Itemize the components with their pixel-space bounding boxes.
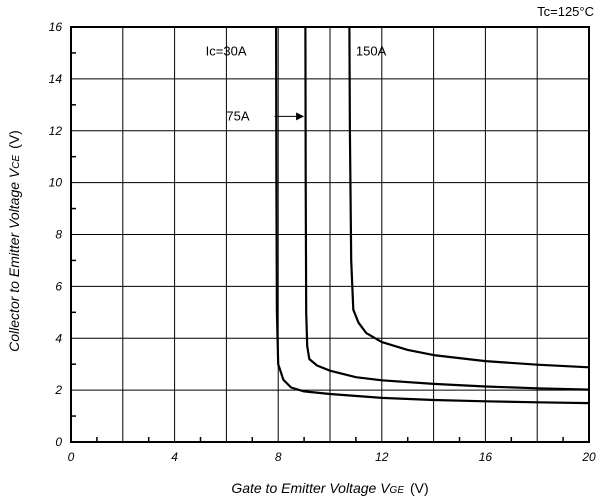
- y-axis-title: Collector to Emitter Voltage VCE(V): [6, 130, 22, 352]
- series-line-1: [304, 26, 590, 391]
- series-line-2: [348, 26, 590, 369]
- y-tick-label: 2: [54, 383, 62, 397]
- y-tick-label: 10: [49, 176, 63, 190]
- x-tick-label: 12: [375, 450, 389, 464]
- y-tick-label: 8: [55, 228, 62, 242]
- curves: [275, 26, 590, 405]
- condition-label: Tc=125°C: [537, 4, 594, 19]
- y-tick-label: 4: [55, 331, 62, 345]
- x-tick-label: 0: [68, 450, 75, 464]
- x-axis-title: Gate to Emitter Voltage VGE (V): [231, 480, 428, 496]
- tick-labels: 0 4 8 12 16 20 0 2 4 6 8 10 12 14 16: [49, 20, 596, 464]
- y-tick-label: 14: [49, 72, 63, 86]
- plot-frame: [70, 26, 590, 443]
- x-tick-label: 16: [479, 450, 493, 464]
- annotation-ic150: 150A: [356, 44, 387, 59]
- y-tick-label: 16: [49, 20, 63, 34]
- annotation-ic30: Ic=30A: [206, 44, 247, 59]
- series-line-0: [275, 26, 590, 405]
- x-tick-label: 20: [581, 450, 596, 464]
- minor-ticks: [71, 52, 564, 442]
- y-tick-label: 6: [55, 279, 62, 293]
- annotation-ic75: 75A: [226, 108, 249, 123]
- x-tick-label: 8: [275, 450, 282, 464]
- y-tick-label: 12: [49, 124, 63, 138]
- grid: [71, 27, 589, 442]
- annotation-arrow: [274, 112, 305, 121]
- x-tick-label: 4: [171, 450, 178, 464]
- y-tick-label: 0: [55, 435, 62, 449]
